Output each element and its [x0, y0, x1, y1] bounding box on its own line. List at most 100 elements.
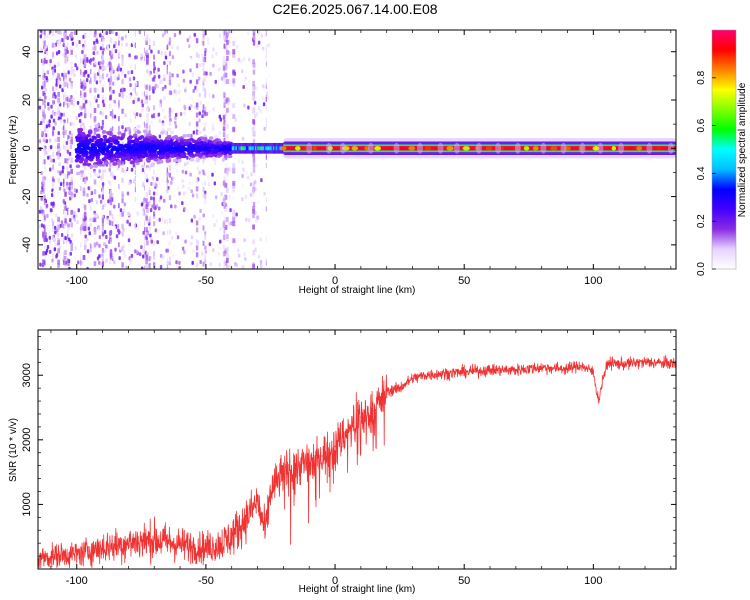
spectrogram-cell: [226, 49, 229, 55]
spectrogram-cell: [204, 30, 207, 36]
spectrogram-cell: [136, 211, 139, 216]
snr-point: [89, 550, 91, 552]
spectrogram-cell: [202, 192, 205, 198]
spectrogram-cell: [166, 44, 168, 50]
spectrogram-cell: [148, 148, 154, 153]
spectrogram-cell: [145, 107, 149, 113]
spectrogram-cell: [64, 249, 67, 255]
spectrogram-cell: [212, 47, 215, 52]
spectrogram-cell: [113, 114, 117, 119]
spectrogram-cell: [175, 260, 178, 265]
spectrogram-cell: [127, 149, 133, 154]
spectrogram-cell: [57, 248, 60, 254]
spectrogram-cell: [73, 150, 76, 155]
spectrogram-cell: [202, 111, 205, 117]
snr-point: [579, 364, 582, 367]
spectrogram-cell: [222, 65, 226, 71]
spectrogram-cell: [48, 154, 52, 159]
spectrogram-cell: [99, 75, 102, 80]
spectrogram-cell: [176, 45, 179, 50]
spectrogram-cell: [54, 138, 58, 143]
spectrogram-cell: [195, 193, 199, 199]
spectrogram-cell: [125, 42, 128, 47]
spectrogram-cell: [176, 168, 179, 173]
spectrogram-cell: [109, 196, 113, 202]
spectrogram-cell: [108, 150, 113, 155]
spectrogram-cell: [59, 170, 62, 175]
spectrogram-cell: [243, 146, 246, 151]
spectrogram-cell: [229, 195, 232, 200]
spectrogram-cell: [82, 85, 86, 91]
spectrogram-cell: [68, 266, 71, 269]
spectrogram-cell: [61, 72, 64, 77]
spectrogram-cell: [252, 208, 255, 214]
spectrogram-cell: [229, 264, 232, 269]
spectrogram-cell: [222, 59, 226, 65]
spectrogram-cell: [75, 164, 81, 169]
spectrogram-cell: [245, 217, 248, 222]
spectrogram-cell: [99, 65, 102, 70]
colorbar-label: Normalized spectral amplitude: [737, 82, 748, 217]
spectrogram-cell: [87, 109, 90, 114]
spectrogram-cell: [145, 99, 148, 105]
spectrogram-cell: [265, 77, 267, 83]
spectrogram-cell: [97, 148, 102, 153]
spectrogram-cell: [57, 105, 60, 111]
spectrogram-cell: [182, 184, 185, 189]
spectrogram-cell: [199, 100, 202, 105]
spectrogram-cell: [162, 255, 165, 260]
spectrogram-cell: [84, 61, 87, 67]
spectrogram-cell: [74, 54, 78, 59]
spectrogram-cell: [217, 251, 220, 256]
spectrogram-cell: [262, 46, 265, 51]
spectrogram-cell: [241, 183, 245, 188]
spectrogram-cell: [101, 57, 104, 63]
spectrogram-cell: [69, 218, 72, 223]
spectrogram-cell: [134, 30, 136, 36]
spectrogram-cell: [93, 32, 97, 38]
spectrogram-cell: [171, 55, 175, 60]
spectrogram-cell: [256, 200, 260, 205]
spectrogram-cell: [149, 77, 152, 82]
spectrogram-cell: [205, 71, 208, 76]
spectrogram-cell: [186, 133, 191, 138]
spectrogram-cell: [141, 103, 144, 108]
spectrogram-cell: [93, 40, 96, 45]
spectrogram-cell: [123, 202, 126, 207]
spectrogram-cell: [184, 88, 187, 93]
spectrogram-cell: [98, 226, 101, 231]
spectrogram-cell: [97, 94, 100, 99]
spectrogram-cell: [265, 30, 267, 36]
spectrogram-cell: [191, 72, 194, 77]
spectrogram-cell: [101, 84, 104, 90]
spectrogram-cell: [72, 122, 75, 127]
spectrogram-cell: [139, 135, 145, 139]
spectrogram-cell: [65, 239, 68, 244]
spectrogram-frame: [37, 29, 677, 270]
spectrogram-cell: [63, 259, 65, 265]
spectrogram-cell: [51, 258, 54, 263]
spectrogram-cell: [195, 186, 199, 192]
snr-point: [153, 539, 155, 541]
spectrogram-cell: [99, 60, 102, 65]
spectrogram-cell: [202, 186, 205, 192]
spectrogram-cell: [99, 175, 103, 180]
spectrogram-cell: [65, 97, 68, 102]
spectrogram-cell: [150, 239, 154, 244]
spectrogram-cell: [219, 239, 222, 244]
snr-point: [463, 371, 465, 373]
spectrogram-cell: [204, 193, 207, 199]
spectrogram-cell: [101, 54, 104, 60]
spectrogram-cell: [667, 142, 674, 154]
spectrogram-cell: [57, 216, 60, 222]
spectrogram-cell: [93, 117, 97, 123]
spectrogram-cell: [214, 195, 218, 200]
spectrogram-cell: [170, 180, 173, 185]
spectrogram-cell: [211, 172, 214, 177]
spectrogram-cell: [80, 264, 82, 269]
spectrogram-cell: [130, 70, 134, 75]
spectrogram-cell: [137, 97, 140, 102]
spectrogram-cell: [101, 111, 104, 117]
spectrogram-cell: [179, 89, 182, 94]
spectrogram-cell: [156, 177, 159, 182]
